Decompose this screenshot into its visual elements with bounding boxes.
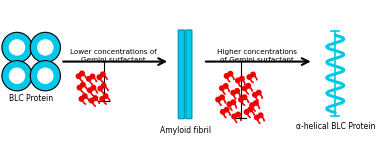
Circle shape — [251, 72, 255, 77]
Circle shape — [98, 86, 102, 91]
Circle shape — [242, 86, 247, 91]
Text: Higher concentrations
of Gemini surfactant: Higher concentrations of Gemini surfacta… — [217, 49, 297, 63]
Circle shape — [246, 84, 251, 88]
Circle shape — [30, 61, 60, 91]
Circle shape — [2, 32, 32, 62]
Circle shape — [235, 78, 240, 83]
Circle shape — [220, 86, 224, 90]
Circle shape — [248, 107, 253, 112]
Circle shape — [97, 75, 102, 79]
Circle shape — [220, 95, 224, 100]
Circle shape — [88, 88, 92, 93]
FancyBboxPatch shape — [186, 30, 192, 119]
Circle shape — [90, 98, 94, 103]
Circle shape — [103, 94, 108, 98]
Circle shape — [227, 102, 232, 106]
Circle shape — [80, 71, 84, 76]
Circle shape — [38, 40, 53, 55]
Circle shape — [87, 77, 91, 81]
Circle shape — [244, 110, 249, 114]
Circle shape — [77, 85, 82, 90]
Circle shape — [100, 97, 104, 101]
Circle shape — [91, 86, 96, 90]
Circle shape — [2, 61, 32, 91]
Circle shape — [76, 74, 81, 79]
Circle shape — [231, 91, 235, 95]
Circle shape — [9, 40, 25, 55]
Circle shape — [232, 114, 236, 119]
Circle shape — [235, 89, 239, 93]
Circle shape — [101, 83, 106, 88]
Circle shape — [254, 101, 258, 105]
Circle shape — [231, 100, 235, 104]
Circle shape — [9, 68, 25, 83]
Text: Lower concentrations of
Gemini surfactant: Lower concentrations of Gemini surfactan… — [70, 49, 156, 63]
Text: Amyloid fibril: Amyloid fibril — [160, 126, 211, 135]
Circle shape — [223, 84, 228, 88]
Circle shape — [79, 97, 84, 101]
Circle shape — [236, 112, 240, 117]
Circle shape — [101, 72, 105, 77]
Circle shape — [250, 103, 254, 107]
Circle shape — [257, 90, 261, 95]
Circle shape — [259, 113, 263, 118]
Circle shape — [228, 72, 233, 76]
FancyBboxPatch shape — [178, 30, 184, 119]
Circle shape — [242, 95, 247, 99]
Text: α-helical BLC Protein: α-helical BLC Protein — [296, 122, 375, 131]
Circle shape — [240, 76, 244, 81]
Text: BLC Protein: BLC Protein — [9, 94, 53, 103]
Circle shape — [93, 96, 98, 100]
Circle shape — [221, 110, 225, 114]
Circle shape — [82, 94, 87, 98]
Circle shape — [30, 32, 60, 62]
Circle shape — [90, 74, 95, 79]
Circle shape — [247, 75, 252, 79]
Circle shape — [216, 97, 220, 102]
Circle shape — [225, 107, 229, 112]
Circle shape — [225, 74, 229, 78]
Circle shape — [38, 68, 53, 83]
Circle shape — [239, 97, 243, 102]
Circle shape — [81, 83, 85, 87]
Circle shape — [255, 115, 259, 120]
Circle shape — [253, 93, 257, 97]
